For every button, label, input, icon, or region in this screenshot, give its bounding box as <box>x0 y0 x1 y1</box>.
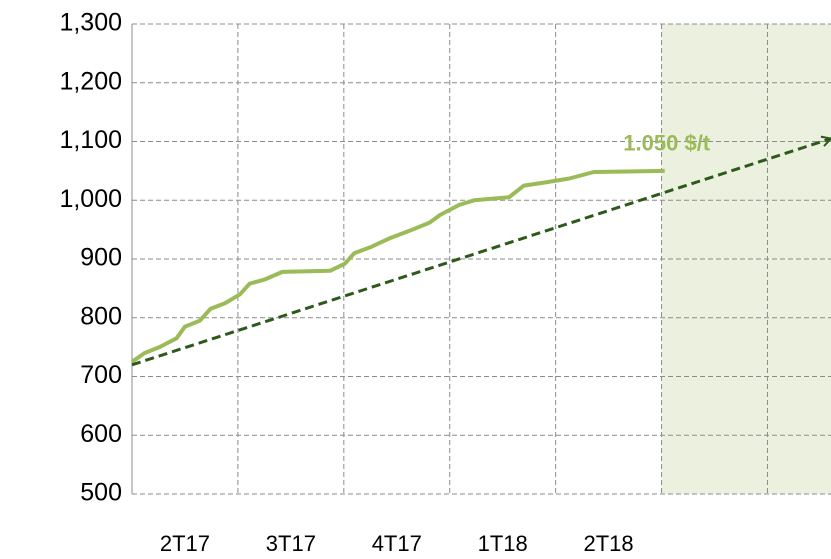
x-tick-label: 2T17 <box>160 531 210 556</box>
y-tick-label: 600 <box>80 420 122 448</box>
forecast-area <box>661 24 831 494</box>
y-tick-label: 1,000 <box>59 185 122 213</box>
x-tick-label: 1T18 <box>478 531 528 556</box>
y-tick-label: 1,200 <box>59 67 122 95</box>
y-tick-label: 700 <box>80 361 122 389</box>
x-tick-label: 2T18 <box>584 531 634 556</box>
y-tick-label: 1,300 <box>59 9 122 37</box>
y-tick-label: 900 <box>80 244 122 272</box>
y-tick-label: 800 <box>80 302 122 330</box>
y-tick-label: 500 <box>80 479 122 507</box>
price-line <box>130 168 665 364</box>
trend-line <box>131 139 831 367</box>
annotation: 1.050 $/t <box>623 131 711 156</box>
x-tick-label: 3T17 <box>266 531 316 556</box>
y-tick-label: 1,100 <box>59 126 122 154</box>
x-tick-label: 4T17 <box>372 531 422 556</box>
